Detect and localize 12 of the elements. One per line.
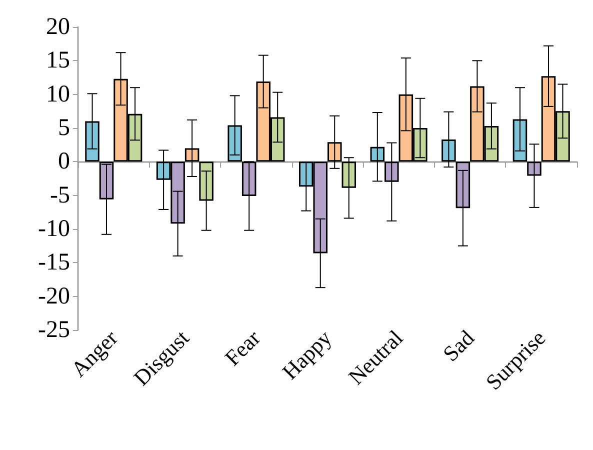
y-tick-label: 10 <box>46 81 70 108</box>
y-tick-label: -20 <box>38 283 70 310</box>
y-tick-label: -15 <box>38 250 70 276</box>
y-tick-label: 15 <box>46 48 70 74</box>
y-tick-label: 5 <box>58 115 70 141</box>
y-tick-label: -25 <box>38 317 70 343</box>
y-tick-label: -10 <box>38 216 70 242</box>
x-tick-label: Sad <box>438 325 479 366</box>
y-tick-label: 0 <box>58 148 70 175</box>
y-tick-label: 20 <box>46 14 70 40</box>
x-tick-label: Fear <box>220 324 266 370</box>
y-tick-label: -5 <box>50 182 70 208</box>
